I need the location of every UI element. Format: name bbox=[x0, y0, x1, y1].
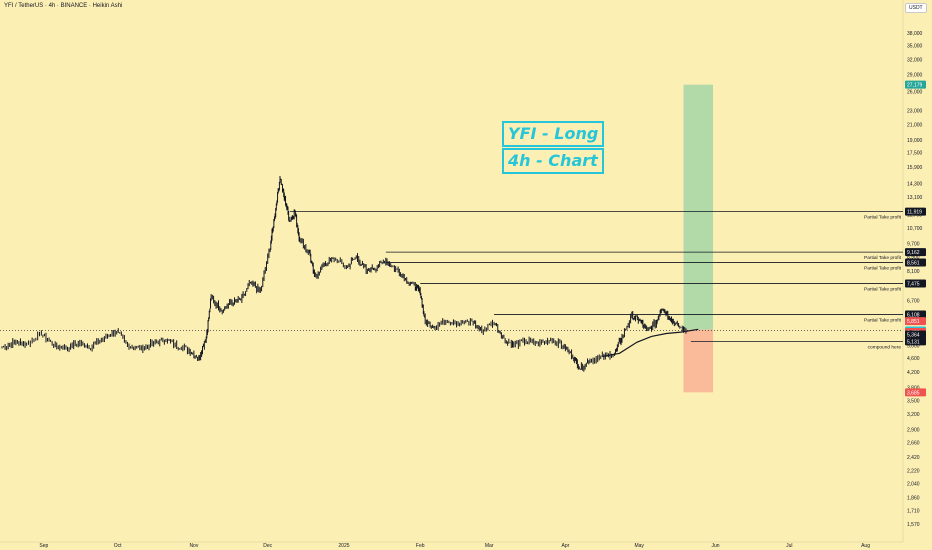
level-price-label: 8,561 bbox=[907, 261, 920, 267]
y-tick-label: 4,200 bbox=[907, 370, 920, 376]
y-tick-label: 3,200 bbox=[907, 412, 920, 418]
y-tick-label: 8,900 bbox=[907, 255, 920, 261]
currency-button[interactable]: USDT bbox=[905, 3, 927, 13]
y-tick-label: 21,000 bbox=[907, 122, 923, 128]
level-note: Partial Take profit bbox=[864, 255, 902, 261]
y-tick-label: 2,900 bbox=[907, 427, 920, 433]
y-tick-label: 2,420 bbox=[907, 455, 920, 461]
y-tick-label: 23,000 bbox=[907, 108, 923, 114]
y-tick-label: 9,700 bbox=[907, 241, 920, 247]
stop-loss-zone bbox=[683, 329, 714, 393]
x-tick-label: Jun bbox=[711, 543, 719, 549]
level-price-tag bbox=[905, 279, 926, 288]
y-tick-label: 2,040 bbox=[907, 481, 920, 487]
y-tick-label: 35,000 bbox=[907, 44, 923, 50]
price-tag bbox=[905, 80, 926, 89]
title-line-1: YFI - Long bbox=[502, 121, 605, 147]
level-price-tag bbox=[905, 258, 926, 267]
compound-ma-line bbox=[602, 328, 699, 358]
y-tick-label: 14,300 bbox=[907, 182, 923, 188]
level-note: Partial Take profit bbox=[864, 215, 902, 221]
price-tag bbox=[905, 388, 926, 397]
y-tick-label: 6,700 bbox=[907, 298, 920, 304]
x-tick-label: Sep bbox=[39, 543, 48, 549]
level-price-tag bbox=[905, 337, 926, 346]
y-tick-label: 1,710 bbox=[907, 509, 920, 515]
profit-zone bbox=[683, 84, 714, 330]
y-tick-label: 2,660 bbox=[907, 441, 920, 447]
x-tick-label: May bbox=[634, 543, 644, 549]
level-price-tag bbox=[905, 310, 926, 319]
x-tick-label: Oct bbox=[114, 543, 122, 549]
y-tick-label: 29,000 bbox=[907, 73, 923, 79]
x-tick-label: Jul bbox=[786, 543, 792, 549]
y-tick-label: 38,000 bbox=[907, 31, 923, 37]
level-price-label: 7,475 bbox=[907, 281, 920, 287]
price-tag bbox=[905, 317, 926, 326]
x-tick-label: Mar bbox=[485, 543, 494, 549]
y-tick-label: 1,860 bbox=[907, 496, 920, 502]
price-tag-label: 5,364 bbox=[907, 333, 920, 339]
y-tick-label: 32,000 bbox=[907, 58, 923, 64]
price-axis-panel bbox=[903, 0, 932, 550]
y-tick-label: 10,700 bbox=[907, 226, 923, 232]
level-price-label: 11,919 bbox=[907, 210, 922, 216]
y-tick-label: 2,220 bbox=[907, 468, 920, 474]
level-price-tag bbox=[905, 248, 926, 257]
price-tag bbox=[905, 330, 926, 339]
level-price-tag bbox=[905, 207, 926, 216]
y-tick-label: 3,500 bbox=[907, 398, 920, 404]
x-tick-label: Apr bbox=[562, 543, 570, 549]
x-tick-label: Feb bbox=[416, 543, 425, 549]
y-tick-label: 5,000 bbox=[907, 343, 920, 349]
y-tick-label: 15,900 bbox=[907, 165, 923, 171]
price-tag-label: 5,851 bbox=[907, 319, 920, 325]
level-note: Partial Take profit bbox=[864, 286, 902, 292]
y-tick-label: 4,600 bbox=[907, 356, 920, 362]
y-tick-label: 26,000 bbox=[907, 89, 923, 95]
level-price-label: 6,108 bbox=[907, 313, 920, 319]
y-tick-label: 8,100 bbox=[907, 269, 920, 275]
level-price-label: 9,162 bbox=[907, 250, 920, 256]
y-tick-label: 1,570 bbox=[907, 522, 920, 528]
y-tick-label: 19,000 bbox=[907, 138, 923, 144]
x-tick-label: Dec bbox=[263, 543, 272, 549]
price-tag-label: 3,685 bbox=[907, 390, 920, 396]
level-price-label: 5,131 bbox=[907, 339, 920, 345]
x-tick-label: Aug bbox=[861, 543, 870, 549]
price-tag-label: 27,179 bbox=[907, 83, 923, 89]
level-note: Partial Take profit bbox=[864, 318, 902, 324]
level-note: compound here bbox=[868, 344, 902, 350]
y-tick-label: 17,500 bbox=[907, 150, 923, 156]
y-tick-label: 13,100 bbox=[907, 195, 923, 201]
x-tick-label: Nov bbox=[189, 543, 198, 549]
level-note: Partial Take profit bbox=[864, 266, 902, 272]
x-tick-label: 2025 bbox=[338, 543, 349, 549]
symbol-header: YFI / TetherUS · 4h · BINANCE · Heikin A… bbox=[4, 3, 123, 9]
title-line-2: 4h - Chart bbox=[502, 148, 604, 174]
